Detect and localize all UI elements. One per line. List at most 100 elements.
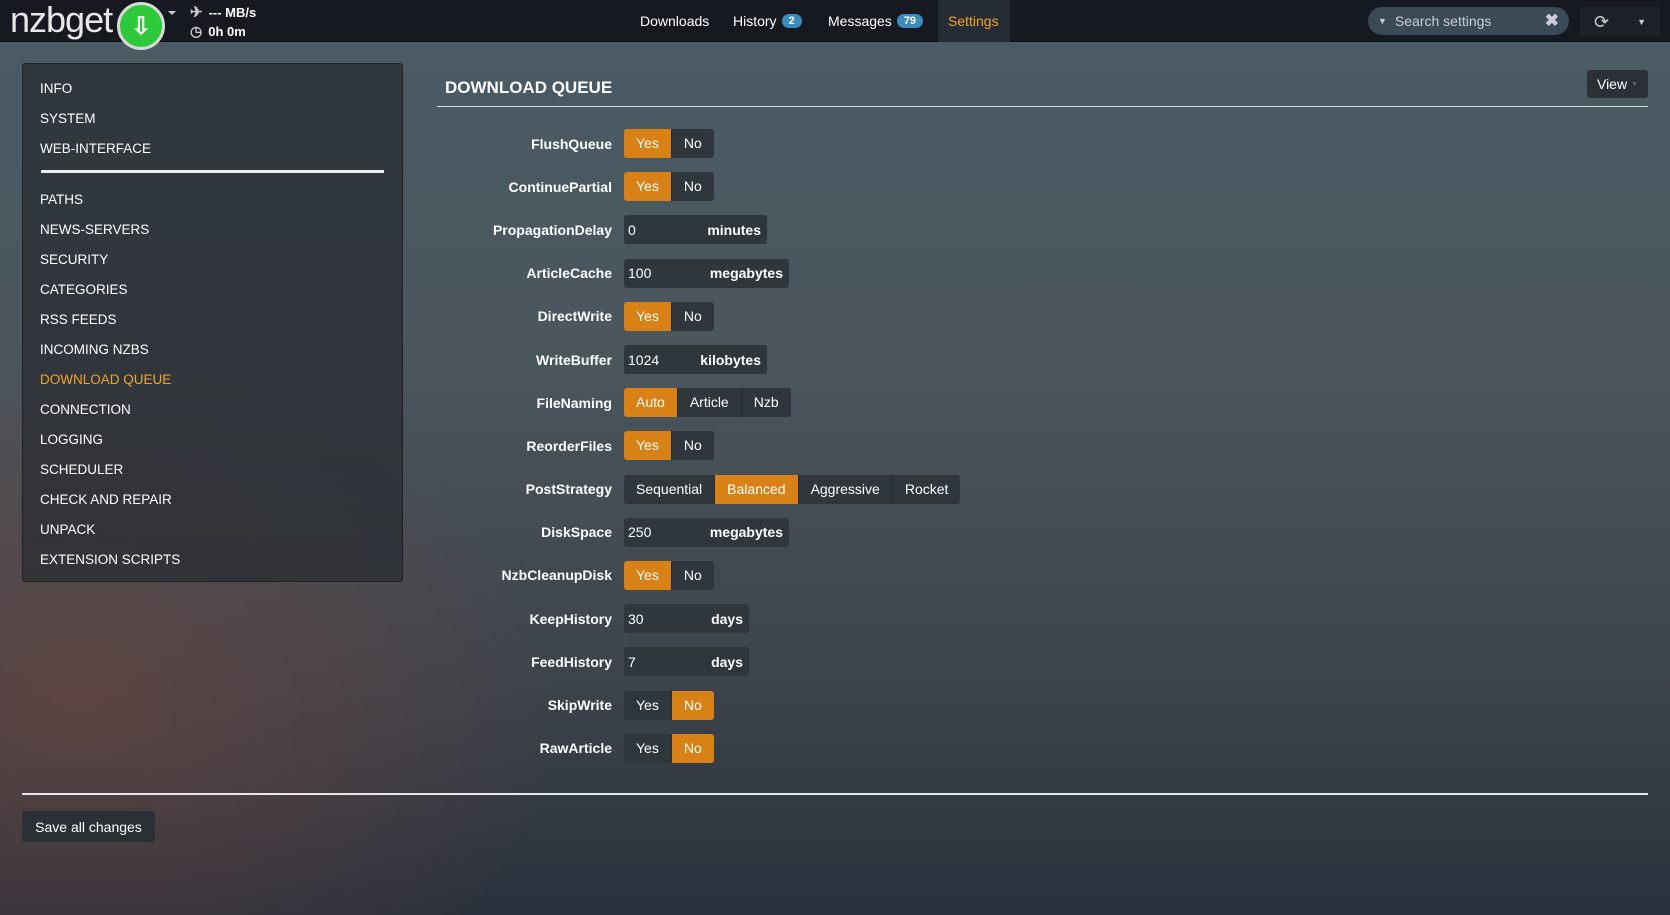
download-arrow-icon: ⇩ <box>130 12 152 40</box>
option-yes[interactable]: Yes <box>624 690 672 720</box>
setting-label: DiskSpace <box>541 524 612 541</box>
sidebar-item-system[interactable]: SYSTEM <box>40 111 96 126</box>
option-yes[interactable]: Yes <box>624 301 672 331</box>
setting-label: ContinuePartial <box>508 178 612 195</box>
option-auto[interactable]: Auto <box>624 388 678 418</box>
setting-row-articlecache: ArticleCache 100 megabytes <box>400 252 960 295</box>
setting-row-flushqueue: FlushQueue Yes No <box>400 122 960 165</box>
option-no[interactable]: No <box>683 135 702 152</box>
setting-label: RawArticle <box>539 740 612 757</box>
title-divider <box>437 106 1648 107</box>
propagationdelay-field[interactable]: 0 minutes <box>624 215 767 245</box>
setting-label: PropagationDelay <box>492 221 612 238</box>
sidebar-divider <box>41 170 384 173</box>
tab-label: Settings <box>948 13 999 29</box>
messages-badge: 79 <box>896 14 924 28</box>
value-input[interactable]: 1024 <box>628 351 660 368</box>
directwrite-toggle: Yes No <box>624 301 714 331</box>
option-no[interactable]: No <box>671 733 714 763</box>
setting-label: WriteBuffer <box>536 351 612 368</box>
tab-history[interactable]: History 2 <box>723 0 812 42</box>
writebuffer-field[interactable]: 1024 kilobytes <box>624 345 767 375</box>
sidebar-item-news-servers[interactable]: NEWS-SERVERS <box>40 222 150 237</box>
view-button[interactable]: View ▼ <box>1587 70 1648 98</box>
option-yes[interactable]: Yes <box>624 560 672 590</box>
diskspace-field[interactable]: 250 megabytes <box>624 517 789 547</box>
option-no[interactable]: No <box>671 690 714 720</box>
unit-label: days <box>711 610 743 627</box>
history-badge: 2 <box>781 14 802 28</box>
chevron-down-icon[interactable]: ▼ <box>1378 16 1387 26</box>
refresh-icon[interactable]: ⟳ <box>1593 11 1610 32</box>
value-input[interactable]: 7 <box>628 653 636 670</box>
tab-downloads[interactable]: Downloads <box>630 0 719 42</box>
sidebar-item-logging[interactable]: LOGGING <box>40 432 104 447</box>
search-settings-input[interactable]: ▼ Search settings ✖ <box>1368 7 1569 35</box>
sidebar-item-unpack[interactable]: UNPACK <box>40 522 96 537</box>
rawarticle-toggle: Yes No <box>624 733 714 763</box>
sidebar-item-connection[interactable]: CONNECTION <box>40 402 131 417</box>
time-value: 0h 0m <box>208 24 246 39</box>
option-yes[interactable]: Yes <box>624 172 672 202</box>
option-aggressive[interactable]: Aggressive <box>799 474 893 504</box>
option-balanced[interactable]: Balanced <box>715 474 799 504</box>
sidebar-item-categories[interactable]: CATEGORIES <box>40 282 128 297</box>
setting-label: FeedHistory <box>531 653 612 670</box>
sidebar-item-check-and-repair[interactable]: CHECK AND REPAIR <box>40 492 172 507</box>
option-no[interactable]: No <box>683 437 702 454</box>
option-nzb[interactable]: Nzb <box>753 394 779 411</box>
page-title: DOWNLOAD QUEUE <box>445 78 613 97</box>
setting-row-keephistory: KeepHistory 30 days <box>400 597 960 640</box>
setting-row-skipwrite: SkipWrite Yes No <box>400 683 960 726</box>
sidebar-item-extension-scripts[interactable]: EXTENSION SCRIPTS <box>40 552 181 567</box>
keephistory-field[interactable]: 30 days <box>624 604 749 634</box>
chevron-down-icon[interactable]: ▼ <box>1637 17 1646 27</box>
option-rocket[interactable]: Rocket <box>904 480 949 497</box>
sidebar-item-security[interactable]: SECURITY <box>40 252 109 267</box>
sidebar-item-rss-feeds[interactable]: RSS FEEDS <box>40 312 117 327</box>
setting-label: FlushQueue <box>531 135 612 152</box>
tab-messages[interactable]: Messages 79 <box>818 0 933 42</box>
poststrategy-toggle: Sequential Balanced Aggressive Rocket <box>624 474 961 504</box>
tab-label: Messages <box>828 13 892 29</box>
value-input[interactable]: 100 <box>628 265 652 282</box>
view-label: View <box>1596 76 1628 92</box>
option-yes[interactable]: Yes <box>624 431 672 461</box>
value-input[interactable]: 0 <box>628 221 636 238</box>
option-no[interactable]: No <box>683 566 702 583</box>
option-no[interactable]: No <box>683 307 702 324</box>
clear-icon[interactable]: ✖ <box>1544 11 1559 30</box>
value-input[interactable]: 30 <box>628 610 644 627</box>
sidebar-item-download-queue[interactable]: DOWNLOAD QUEUE <box>40 372 172 387</box>
tab-settings[interactable]: Settings <box>938 0 1010 42</box>
time-status: ◷ 0h 0m <box>190 23 246 40</box>
sidebar-item-scheduler[interactable]: SCHEDULER <box>40 462 124 477</box>
download-pause-button[interactable]: ⇩ <box>117 2 165 50</box>
option-yes[interactable]: Yes <box>624 129 672 159</box>
setting-row-reorderfiles: ReorderFiles Yes No <box>400 424 960 467</box>
unit-label: days <box>711 653 743 670</box>
save-all-changes-button[interactable]: Save all changes <box>22 811 155 842</box>
top-navbar: nzbget ⇩ ✈ --- MB/s ◷ 0h 0m Downloads Hist… <box>0 0 1670 50</box>
sidebar-item-info[interactable]: INFO <box>40 81 73 96</box>
continuepartial-toggle: Yes No <box>624 172 714 202</box>
option-no[interactable]: No <box>683 178 702 195</box>
sidebar-item-web-interface[interactable]: WEB-INTERFACE <box>40 141 152 156</box>
settings-sidebar: INFO SYSTEM WEB-INTERFACE PATHS NEWS-SERVERS… <box>22 63 403 582</box>
setting-label: KeepHistory <box>529 610 612 627</box>
sidebar-item-incoming-nzbs[interactable]: INCOMING NZBS <box>40 342 149 357</box>
refresh-toolbar: ⟳ ▼ <box>1580 7 1660 37</box>
articlecache-field[interactable]: 100 megabytes <box>624 258 789 288</box>
setting-row-diskspace: DiskSpace 250 megabytes <box>400 511 960 554</box>
setting-row-continuepartial: ContinuePartial Yes No <box>400 165 960 208</box>
option-article[interactable]: Article <box>678 388 742 418</box>
option-sequential[interactable]: Sequential <box>624 474 716 504</box>
tab-label: History <box>733 13 777 29</box>
value-input[interactable]: 250 <box>628 524 652 541</box>
feedhistory-field[interactable]: 7 days <box>624 647 749 677</box>
option-yes[interactable]: Yes <box>624 733 672 763</box>
chevron-down-icon[interactable] <box>168 11 176 15</box>
sidebar-item-paths[interactable]: PATHS <box>40 192 84 207</box>
setting-row-feedhistory: FeedHistory 7 days <box>400 640 960 683</box>
setting-label: NzbCleanupDisk <box>501 567 612 584</box>
